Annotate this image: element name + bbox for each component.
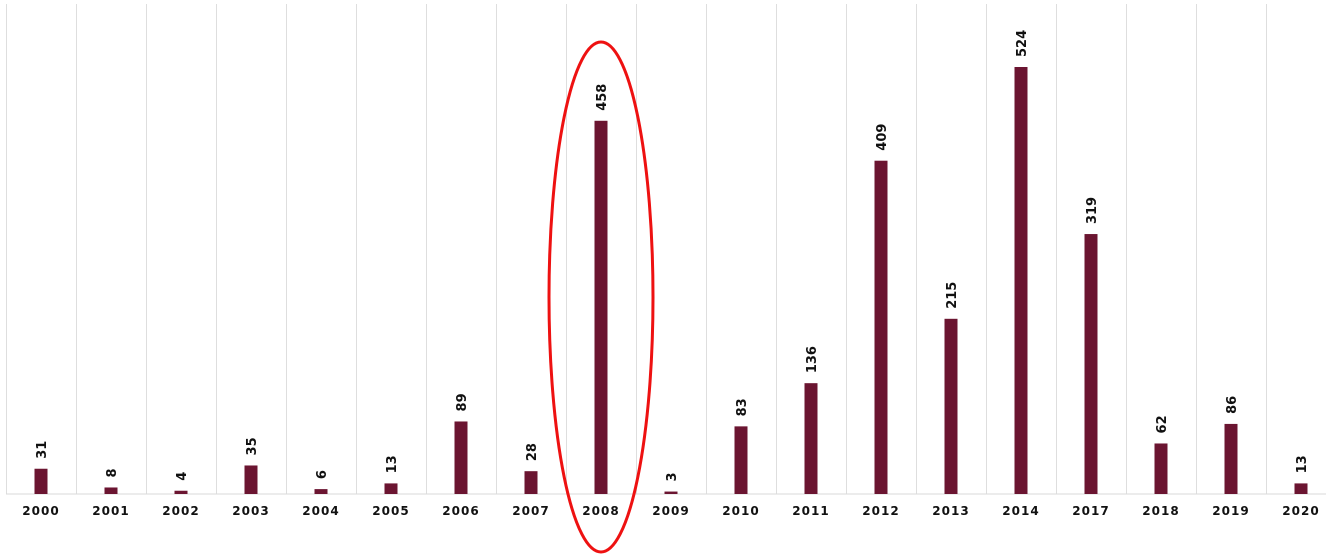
tick-label-2002: 2002 xyxy=(162,504,199,518)
tick-label-2007: 2007 xyxy=(512,504,549,518)
bar-2012 xyxy=(874,160,888,494)
highlight-ellipse xyxy=(547,40,655,554)
bar-2000 xyxy=(34,468,48,494)
bar-2004 xyxy=(314,489,328,494)
bar-2006 xyxy=(454,421,468,494)
tick-label-2020: 2020 xyxy=(1282,504,1319,518)
tick-label-2011: 2011 xyxy=(792,504,829,518)
tick-label-2004: 2004 xyxy=(302,504,339,518)
bar-2013 xyxy=(944,318,958,494)
value-label-2020: 13 xyxy=(1295,455,1310,473)
x-tick-labels: 2000 2001 2002 2003 2004 2005 2006 2007 2008 2009… xyxy=(22,504,1319,518)
value-label-2001: 8 xyxy=(105,468,120,477)
bar-2019 xyxy=(1224,423,1238,494)
bar-2018 xyxy=(1154,443,1168,494)
bar-2001 xyxy=(104,487,118,494)
tick-label-2018: 2018 xyxy=(1142,504,1179,518)
tick-label-2012: 2012 xyxy=(862,504,899,518)
tick-label-2008: 2008 xyxy=(582,504,619,518)
bar-2010 xyxy=(734,426,748,494)
bars xyxy=(34,67,1308,495)
value-label-2000: 31 xyxy=(35,441,50,459)
tick-label-2009: 2009 xyxy=(652,504,689,518)
value-label-2006: 89 xyxy=(455,393,470,411)
tick-label-2000: 2000 xyxy=(22,504,59,518)
tick-label-2013: 2013 xyxy=(932,504,969,518)
value-label-2004: 6 xyxy=(315,470,330,479)
value-label-2014: 524 xyxy=(1015,30,1030,57)
tick-label-2019: 2019 xyxy=(1212,504,1249,518)
bar-2002 xyxy=(174,490,188,494)
value-label-2003: 35 xyxy=(245,437,260,455)
value-label-2013: 215 xyxy=(945,282,960,309)
value-label-2002: 4 xyxy=(175,472,190,481)
tick-label-2014: 2014 xyxy=(1002,504,1039,518)
bar-2005 xyxy=(384,483,398,494)
bar-2003 xyxy=(244,465,258,494)
bar-2009 xyxy=(664,491,678,494)
bar-2007 xyxy=(524,471,538,494)
value-label-2009: 3 xyxy=(665,473,680,482)
tick-label-2001: 2001 xyxy=(92,504,129,518)
bar-2017 xyxy=(1084,234,1098,495)
value-label-2012: 409 xyxy=(875,124,890,151)
value-label-2005: 13 xyxy=(385,455,400,473)
bar-2008 xyxy=(594,120,608,494)
bar-2011 xyxy=(804,383,818,494)
tick-label-2003: 2003 xyxy=(232,504,269,518)
value-label-2010: 83 xyxy=(735,398,750,416)
value-label-2018: 62 xyxy=(1155,415,1170,433)
tick-label-2005: 2005 xyxy=(372,504,409,518)
tick-label-2017: 2017 xyxy=(1072,504,1109,518)
value-label-2007: 28 xyxy=(525,443,540,461)
tick-label-2010: 2010 xyxy=(722,504,759,518)
vertical-gridlines xyxy=(6,4,1267,494)
bar-2014 xyxy=(1014,67,1028,494)
tick-label-2006: 2006 xyxy=(442,504,479,518)
value-labels: 31 8 4 35 6 13 89 28 458 3 83 136 409 215 524 319 62 86 13 xyxy=(35,30,1310,482)
value-label-2019: 86 xyxy=(1225,396,1240,414)
value-label-2008: 458 xyxy=(595,84,610,111)
value-label-2017: 319 xyxy=(1085,197,1100,224)
value-label-2011: 136 xyxy=(805,346,820,373)
bar-2020 xyxy=(1294,483,1308,494)
